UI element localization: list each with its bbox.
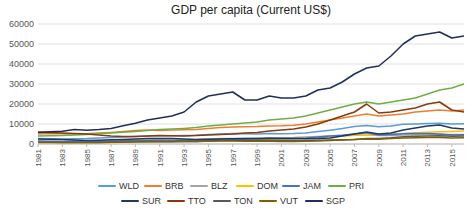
legend-label: BLZ	[211, 181, 228, 191]
lines	[38, 32, 464, 143]
grid-line	[38, 64, 464, 65]
x-tick	[38, 144, 39, 147]
title: GDP per capita (Current US$)	[171, 3, 331, 17]
series-line	[38, 84, 464, 136]
legend-swatch	[283, 185, 299, 187]
series-line	[38, 138, 464, 143]
legend: WLD BRB BLZ DOM JAM PRI SUR TTO TON VUT SGP	[99, 181, 364, 206]
x-tick-label: 1985	[83, 148, 92, 166]
x-tick	[184, 144, 185, 147]
legend-label: JAM	[303, 181, 321, 191]
x-tick	[354, 144, 355, 147]
x-tick	[62, 144, 63, 147]
x-tick	[135, 144, 136, 147]
x-tick-label: 1995	[204, 148, 213, 166]
x-tick-label: 1993	[180, 148, 189, 166]
x-tick-label: 1997	[229, 148, 238, 166]
y-tick-label: 20000	[9, 99, 34, 109]
y-tick-label: 50000	[9, 39, 34, 49]
y-tick-label: 60000	[9, 19, 34, 29]
x-tick-label: 2015	[448, 148, 457, 166]
grid-line	[38, 104, 464, 105]
legend-label: BRB	[165, 181, 184, 191]
x-tick-label: 1989	[131, 148, 140, 166]
legend-swatch	[191, 185, 207, 187]
x-tick-label: 1981	[34, 148, 43, 166]
chart: GDP per capita (Current US$) 0 10000 20000 3…	[0, 0, 474, 214]
legend-label: WLD	[119, 181, 140, 191]
x-tick	[451, 144, 452, 147]
x-tick-label: 1991	[156, 148, 165, 166]
x-tick	[378, 144, 379, 147]
grid-line	[38, 44, 464, 45]
x-tick	[232, 144, 233, 147]
x-tick-label: 2013	[423, 148, 432, 166]
x-tick	[330, 144, 331, 147]
legend-swatch	[122, 200, 138, 202]
legend-label: TON	[234, 196, 253, 206]
x-axis-line	[38, 144, 464, 145]
x-tick-label: 2011	[399, 148, 408, 166]
x-tick	[86, 144, 87, 147]
legend-swatch	[168, 200, 184, 202]
x-tick-label: 2007	[350, 148, 359, 166]
x-tick	[257, 144, 258, 147]
legend-swatch	[329, 185, 345, 187]
x-tick-label: 2009	[375, 148, 384, 166]
series-line	[38, 32, 464, 132]
axes: 0 10000 20000 30000 40000 50000 60000 1981 1983 1…	[9, 19, 464, 167]
grid-line	[38, 24, 464, 25]
x-tick-label: 1983	[58, 148, 67, 166]
x-tick	[159, 144, 160, 147]
legend-swatch	[237, 185, 253, 187]
grid-line	[38, 84, 464, 85]
x-tick	[208, 144, 209, 147]
legend-label: PRI	[349, 181, 364, 191]
x-tick	[403, 144, 404, 147]
y-tick-label: 40000	[9, 59, 34, 69]
legend-swatch	[306, 200, 322, 202]
y-tick-label: 0	[29, 139, 34, 149]
legend-swatch	[145, 185, 161, 187]
x-tick-label: 1999	[253, 148, 262, 166]
legend-label: TTO	[188, 196, 206, 206]
legend-label: VUT	[280, 196, 299, 206]
x-tick-label: 2005	[326, 148, 335, 166]
legend-label: SGP	[326, 196, 345, 206]
y-tick-label: 10000	[9, 119, 34, 129]
x-tick	[111, 144, 112, 147]
x-tick	[305, 144, 306, 147]
legend-swatch	[99, 185, 115, 187]
x-tick	[427, 144, 428, 147]
x-tick-label: 2003	[302, 148, 311, 166]
x-tick	[281, 144, 282, 147]
y-tick-label: 30000	[9, 79, 34, 89]
grid-line	[38, 144, 464, 145]
x-tick-label: 2001	[277, 148, 286, 166]
legend-swatch	[260, 200, 276, 202]
series-line	[38, 102, 464, 136]
legend-label: DOM	[257, 181, 278, 191]
series-line	[38, 136, 464, 143]
legend-label: SUR	[142, 196, 162, 206]
legend-swatch	[214, 200, 230, 202]
x-tick-label: 1987	[107, 148, 116, 166]
